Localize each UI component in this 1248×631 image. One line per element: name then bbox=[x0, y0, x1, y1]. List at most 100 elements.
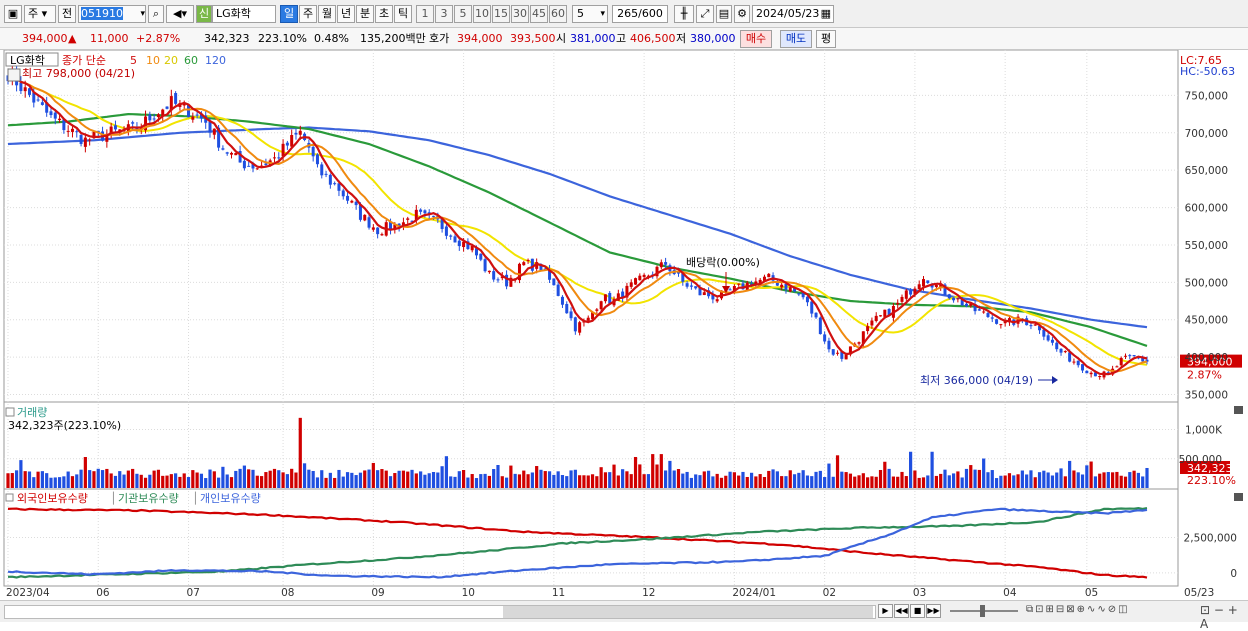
candle-body bbox=[505, 274, 509, 287]
volume-bar bbox=[818, 470, 822, 488]
draw-tool-icon[interactable]: ⤢ bbox=[696, 5, 714, 23]
tab-1[interactable]: 주 bbox=[299, 5, 317, 23]
candle-body bbox=[874, 315, 878, 322]
interval-button-6[interactable]: 45 bbox=[530, 5, 548, 23]
volume-bar bbox=[457, 471, 461, 488]
rewind-icon[interactable]: ◀◀ bbox=[894, 604, 909, 618]
tab-2[interactable]: 월 bbox=[318, 5, 336, 23]
volume-bar bbox=[706, 470, 711, 488]
time-tick-label: 2023/04 bbox=[6, 587, 50, 599]
volume-bar bbox=[255, 475, 259, 488]
tab-5[interactable]: 초 bbox=[375, 5, 393, 23]
candle-body bbox=[423, 210, 427, 214]
scroll-right-icon[interactable]: ▶ bbox=[878, 604, 893, 618]
time-tick-label: 07 bbox=[187, 587, 200, 599]
volume-bar bbox=[775, 471, 779, 488]
volume-bar bbox=[621, 469, 625, 488]
date-field[interactable]: 2024/05/23 ▦ bbox=[752, 5, 834, 23]
volume-bar bbox=[586, 475, 590, 488]
volume-bar bbox=[646, 474, 651, 488]
volume-panel-close-icon[interactable] bbox=[1234, 406, 1243, 414]
tab-4[interactable]: 분 bbox=[356, 5, 374, 23]
candle-body bbox=[823, 334, 827, 342]
candle-body bbox=[217, 127, 221, 148]
volume-bar bbox=[754, 476, 758, 488]
volume-bar bbox=[195, 472, 199, 488]
interval-button-7[interactable]: 60 bbox=[549, 5, 567, 23]
eval-button[interactable]: 평 bbox=[816, 30, 836, 48]
calendar-icon[interactable] bbox=[7, 68, 21, 82]
candle-body bbox=[805, 296, 809, 303]
speaker-icon[interactable]: ◀▾ bbox=[166, 5, 194, 23]
period-type-select[interactable]: 주 ▾ bbox=[24, 5, 56, 23]
candle-body bbox=[371, 227, 375, 230]
candle-body bbox=[728, 289, 732, 291]
sell-button[interactable]: 매도 bbox=[780, 30, 812, 48]
save-icon[interactable]: ▤ bbox=[716, 5, 732, 23]
high-annotation: 최고 798,000 (04/21) bbox=[22, 67, 135, 80]
volume-bar bbox=[1115, 471, 1119, 488]
volume-bar bbox=[719, 477, 724, 488]
volume-bar bbox=[307, 469, 311, 488]
horizontal-scrollbar[interactable] bbox=[4, 605, 876, 619]
stock-code-input[interactable]: 051910 ▾ bbox=[78, 5, 146, 23]
volume-bar bbox=[10, 473, 14, 488]
settings-gear-icon[interactable]: ⚙ bbox=[734, 5, 750, 23]
range-field[interactable]: 265/600 bbox=[612, 5, 668, 23]
interval-button-2[interactable]: 5 bbox=[454, 5, 472, 23]
candle-body bbox=[320, 164, 324, 176]
interval-button-1[interactable]: 3 bbox=[435, 5, 453, 23]
holdings-panel-close-icon[interactable] bbox=[1234, 493, 1243, 501]
volume-bar bbox=[152, 470, 156, 488]
layout-icon[interactable]: ▣ bbox=[4, 5, 22, 23]
price-tick-label: 350,000 bbox=[1185, 390, 1228, 402]
search-icon[interactable]: ⌕ bbox=[148, 5, 164, 23]
holdings-line-2 bbox=[7, 507, 1148, 579]
candle-body bbox=[608, 292, 612, 304]
volume-bar bbox=[651, 454, 655, 488]
interval-button-0[interactable]: 1 bbox=[416, 5, 434, 23]
volume-bar bbox=[199, 473, 204, 488]
scroll-thumb[interactable] bbox=[503, 606, 873, 618]
volume-bar bbox=[96, 468, 100, 488]
volume-bar bbox=[801, 470, 805, 488]
candle-body bbox=[230, 152, 234, 155]
volume-bar bbox=[835, 455, 840, 488]
candle-body bbox=[165, 106, 169, 109]
legend-ma120: 120 bbox=[205, 54, 226, 67]
volume-bar bbox=[431, 471, 436, 488]
drawing-tools-icon[interactable]: ⧉⊡⊞⊟⊠⊕∿∿⊘◫ bbox=[1026, 604, 1130, 615]
volume-bar bbox=[827, 463, 831, 488]
count-select[interactable]: 5 ▾ bbox=[572, 5, 608, 23]
candle-type-icon[interactable]: ╫ bbox=[674, 5, 694, 23]
interval-button-5[interactable]: 30 bbox=[511, 5, 529, 23]
interval-button-3[interactable]: 10 bbox=[473, 5, 491, 23]
tab-6[interactable]: 틱 bbox=[394, 5, 412, 23]
volume-bar bbox=[242, 465, 246, 488]
candle-body bbox=[879, 315, 883, 317]
calendar-icon[interactable]: ▦ bbox=[820, 7, 831, 20]
interval-button-4[interactable]: 15 bbox=[492, 5, 510, 23]
legend-ma60: 60 bbox=[184, 54, 198, 67]
prev-button[interactable]: 전 bbox=[58, 5, 76, 23]
range-total: /600 bbox=[638, 7, 663, 20]
candle-body bbox=[144, 116, 148, 131]
zoom-controls-icon[interactable]: ⊡ − + A bbox=[1200, 603, 1238, 631]
tab-0[interactable]: 일 bbox=[280, 5, 298, 23]
volume-bar bbox=[947, 475, 951, 488]
candle-body bbox=[432, 215, 436, 217]
stock-name-field[interactable]: LG화학 bbox=[212, 5, 276, 23]
tab-3[interactable]: 년 bbox=[337, 5, 355, 23]
legend-ma10: 10 bbox=[146, 54, 160, 67]
volume-bar bbox=[354, 475, 358, 488]
candle-body bbox=[174, 93, 178, 104]
zoom-slider-handle[interactable] bbox=[980, 605, 985, 617]
date-value: 2024/05/23 bbox=[756, 7, 820, 20]
fast-forward-icon[interactable]: ▶▶ bbox=[926, 604, 941, 618]
volume-bar bbox=[1085, 465, 1089, 488]
candle-body bbox=[857, 342, 861, 344]
buy-button[interactable]: 매수 bbox=[740, 30, 772, 48]
volume-bar bbox=[702, 471, 706, 488]
stop-icon[interactable]: ■ bbox=[910, 604, 925, 618]
